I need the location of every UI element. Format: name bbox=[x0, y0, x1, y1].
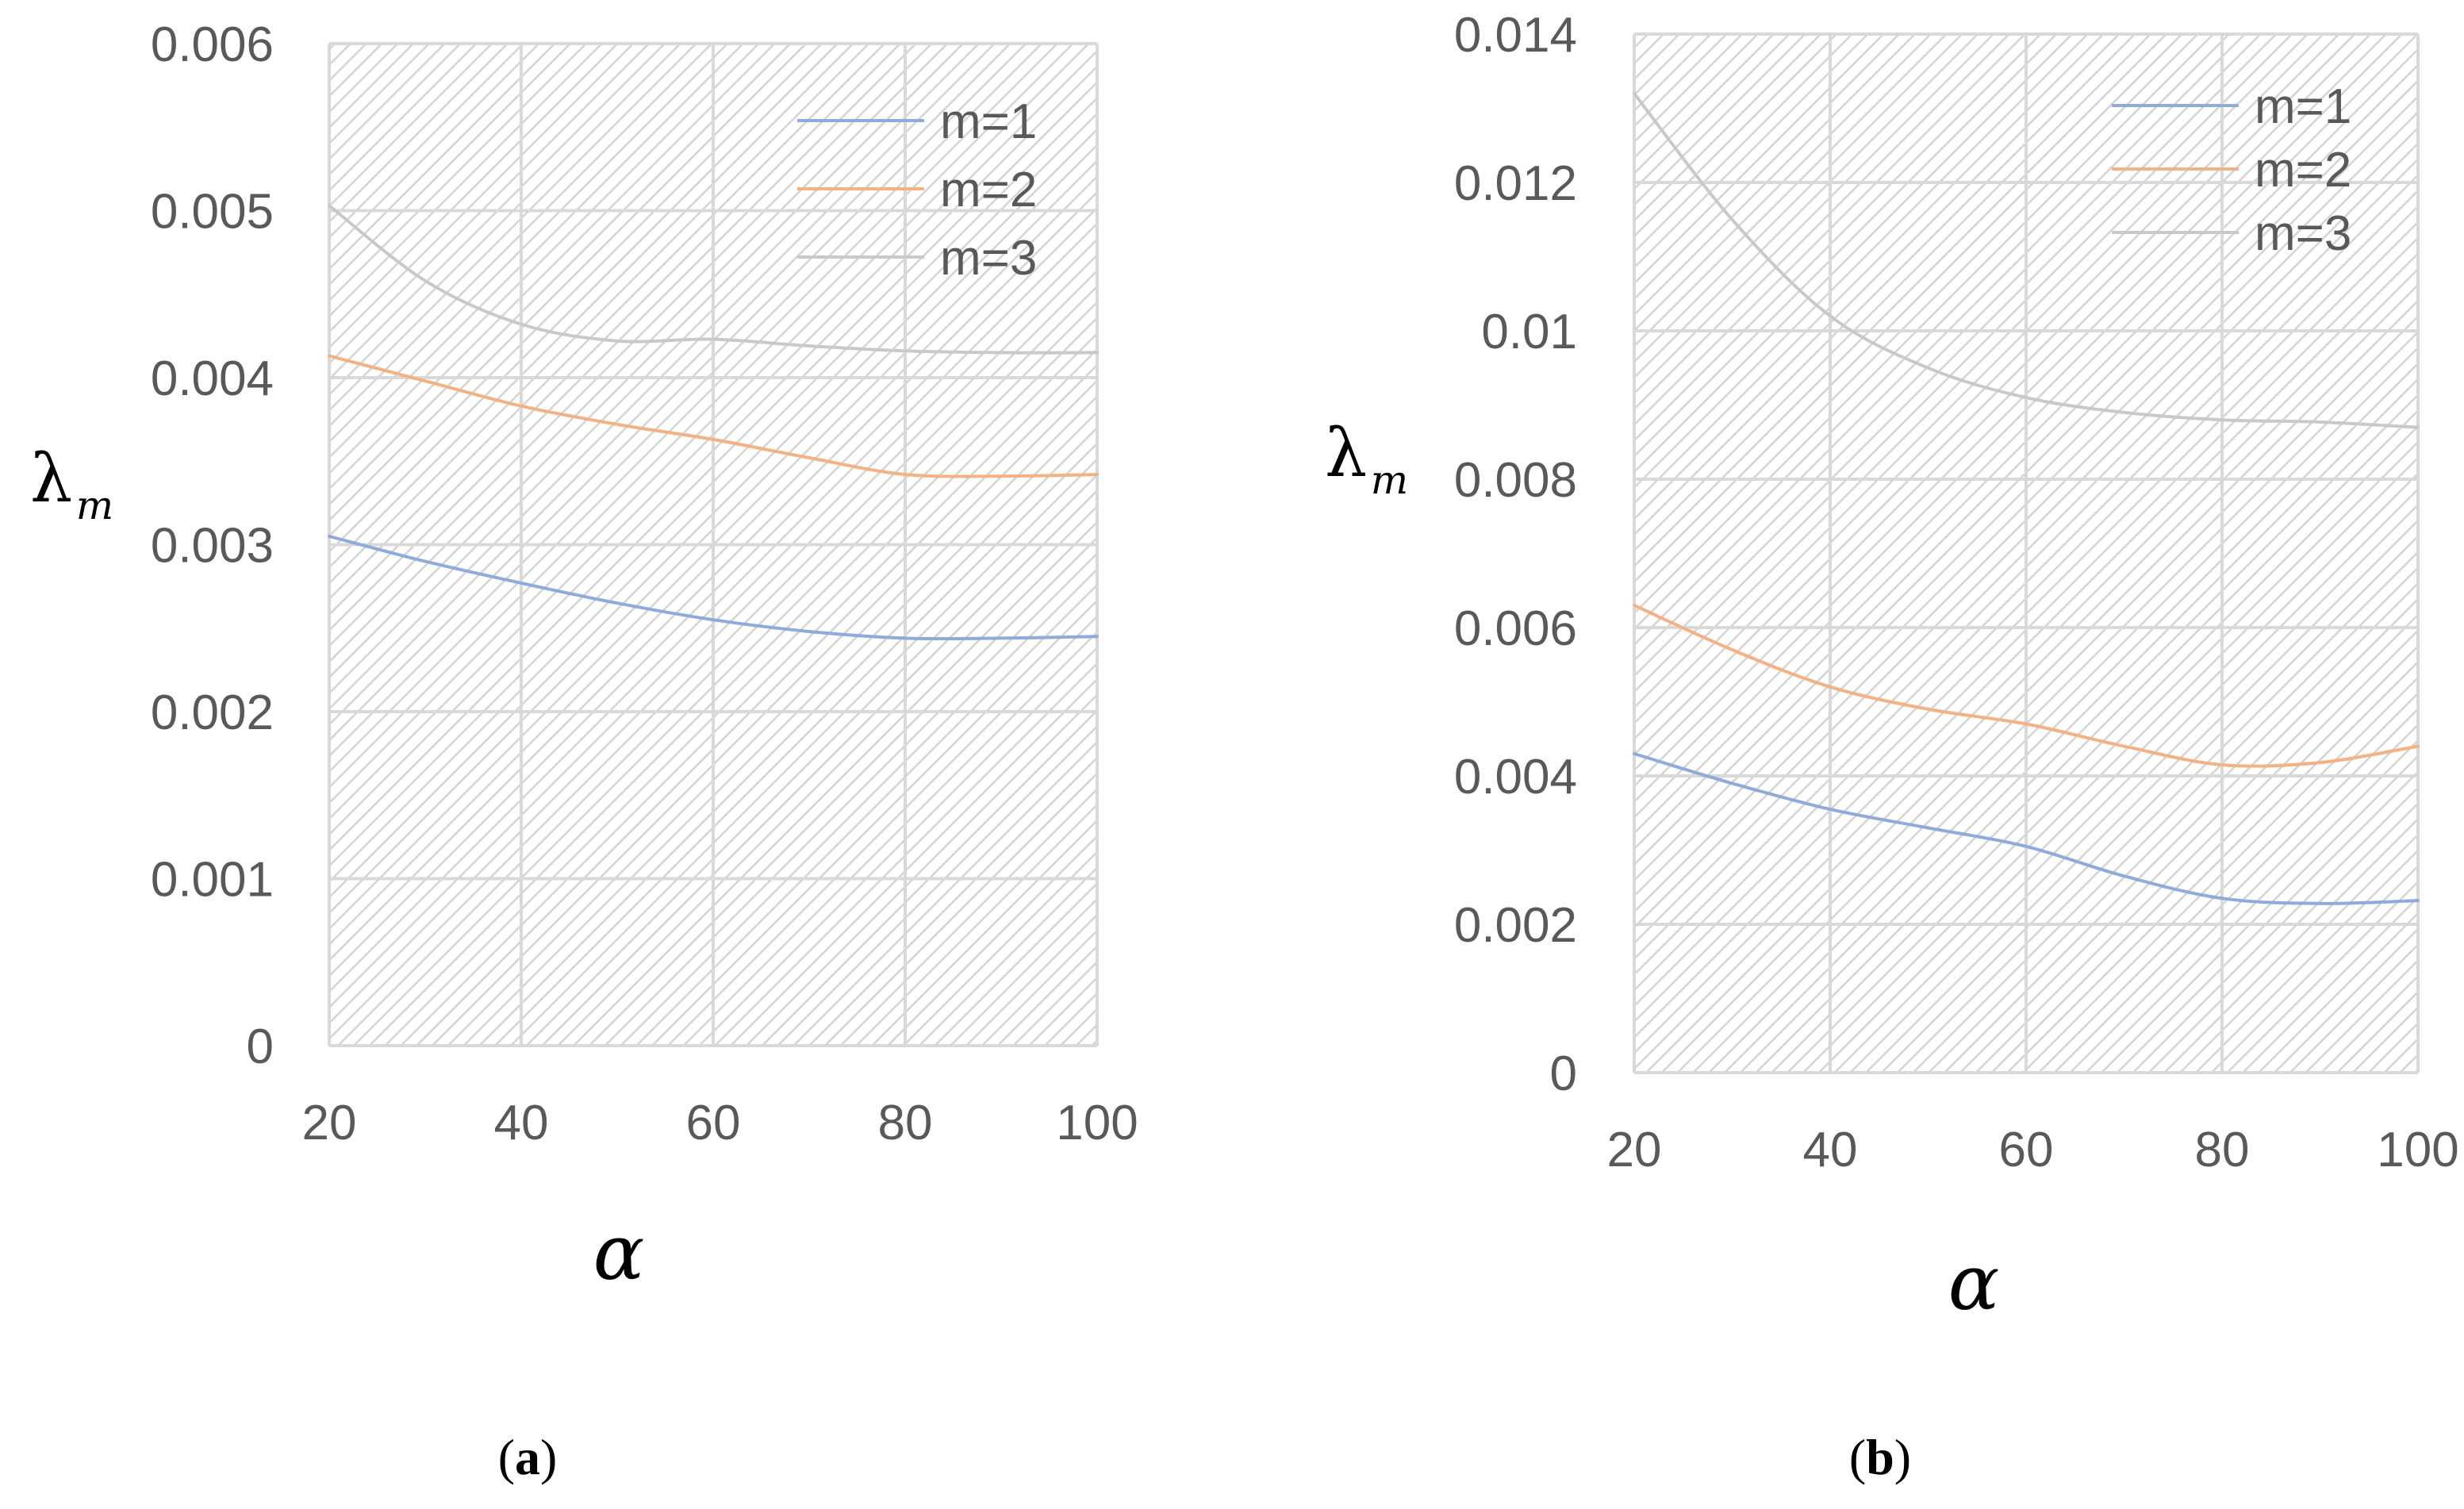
chart-panel-a: 0 0.001 0.002 0.003 0.004 0.005 0.006 20 40 60 80… bbox=[30, 17, 1138, 1485]
y-axis-label: λ m bbox=[1325, 414, 1408, 503]
x-tick-label: 60 bbox=[686, 1096, 741, 1150]
y-tick-label: 0.002 bbox=[1454, 898, 1577, 953]
y-tick-label: 0.003 bbox=[151, 519, 274, 574]
x-tick-label: 60 bbox=[1999, 1123, 2054, 1177]
chart-panel-b: 0 0.002 0.004 0.006 0.008 0.01 0.012 0.014 20 40… bbox=[1325, 8, 2459, 1485]
legend: m=1 m=2 m=3 bbox=[797, 94, 1037, 286]
legend-label: m=1 bbox=[2255, 79, 2351, 134]
series-line-m2 bbox=[1633, 603, 2420, 768]
series-lines bbox=[328, 204, 1099, 641]
y-axis-label-main: λ bbox=[30, 440, 72, 517]
series-line-m2 bbox=[328, 354, 1099, 478]
series-line-m1 bbox=[328, 535, 1099, 641]
y-tick-label: 0.012 bbox=[1454, 156, 1577, 211]
y-tick-label: 0.01 bbox=[1481, 305, 1577, 359]
x-tick-label: 20 bbox=[302, 1096, 357, 1150]
series-line-m3 bbox=[328, 204, 1099, 355]
x-tick-label: 100 bbox=[1056, 1096, 1138, 1150]
y-tick-label: 0.005 bbox=[151, 185, 274, 240]
y-tick-label: 0.004 bbox=[1454, 750, 1577, 804]
x-axis-ticks: 20 40 60 80 100 bbox=[302, 1096, 1138, 1150]
legend-label: m=2 bbox=[940, 163, 1037, 217]
y-tick-label: 0.008 bbox=[1454, 453, 1577, 508]
y-tick-label: 0 bbox=[247, 1019, 274, 1074]
y-axis-label-main: λ bbox=[1325, 414, 1367, 492]
x-tick-label: 80 bbox=[2195, 1123, 2250, 1177]
series-line-m1 bbox=[1633, 752, 2420, 905]
y-axis-ticks: 0 0.002 0.004 0.006 0.008 0.01 0.012 0.014 bbox=[1454, 8, 1577, 1101]
panel-label-a: (a) bbox=[498, 1429, 558, 1485]
legend: m=1 m=2 m=3 bbox=[2112, 79, 2351, 261]
series-lines bbox=[1633, 91, 2420, 905]
legend-label: m=2 bbox=[2255, 143, 2351, 198]
x-tick-label: 20 bbox=[1607, 1123, 1662, 1177]
y-tick-label: 0.004 bbox=[151, 351, 274, 406]
y-axis-label: λ m bbox=[30, 440, 113, 528]
y-axis-label-subscript: m bbox=[1371, 457, 1408, 503]
legend-label: m=3 bbox=[2255, 206, 2351, 261]
x-tick-label: 80 bbox=[878, 1096, 933, 1150]
x-axis-ticks: 20 40 60 80 100 bbox=[1607, 1123, 2459, 1177]
x-axis-label: α bbox=[1948, 1238, 2000, 1327]
y-axis-label-subscript: m bbox=[76, 482, 113, 528]
x-axis-label: α bbox=[593, 1208, 645, 1297]
y-tick-label: 0 bbox=[1550, 1046, 1577, 1101]
series-line-m3 bbox=[1633, 91, 2420, 429]
panel-label-b: (b) bbox=[1849, 1429, 1911, 1485]
gridlines bbox=[328, 42, 1099, 1047]
legend-label: m=1 bbox=[940, 94, 1037, 149]
y-tick-label: 0.002 bbox=[151, 685, 274, 740]
y-tick-label: 0.006 bbox=[1454, 601, 1577, 656]
x-tick-label: 40 bbox=[1803, 1123, 1858, 1177]
y-axis-ticks: 0 0.001 0.002 0.003 0.004 0.005 0.006 bbox=[151, 17, 274, 1074]
legend-label: m=3 bbox=[940, 231, 1037, 286]
x-tick-label: 100 bbox=[2377, 1123, 2458, 1177]
x-tick-label: 40 bbox=[494, 1096, 549, 1150]
y-tick-label: 0.006 bbox=[151, 17, 274, 72]
y-tick-label: 0.001 bbox=[151, 853, 274, 908]
y-tick-label: 0.014 bbox=[1454, 8, 1577, 63]
